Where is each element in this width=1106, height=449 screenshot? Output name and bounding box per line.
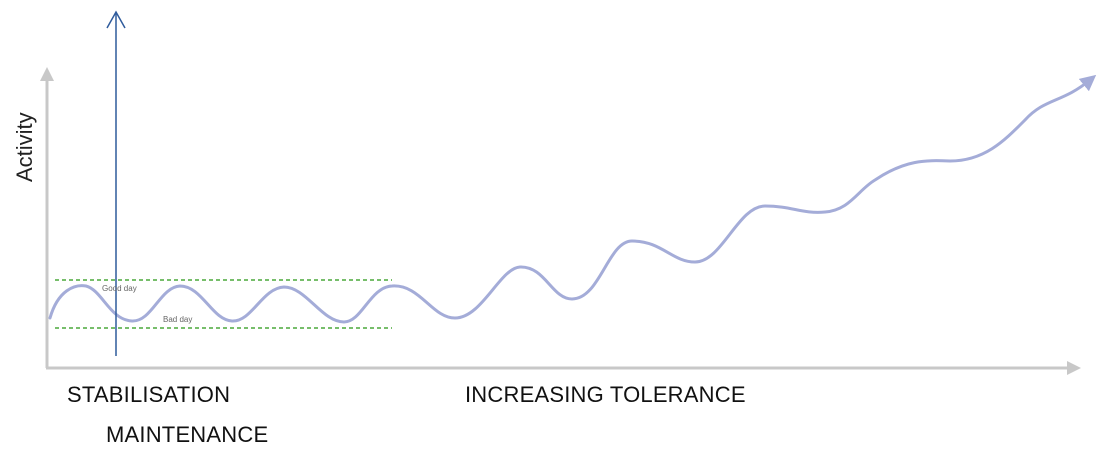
- activity-curve: [48, 74, 1097, 324]
- good-day-label: Good day: [102, 284, 137, 293]
- phase-label-increasing-tolerance: INCREASING TOLERANCE: [465, 382, 746, 407]
- y-axis-label: Activity: [12, 112, 37, 182]
- phase-marker-arrowhead: [106, 10, 126, 29]
- bad-day-label: Bad day: [163, 315, 193, 324]
- phase-label-maintenance: MAINTENANCE: [106, 422, 269, 447]
- phase-label-stabilisation: STABILISATION: [67, 382, 231, 407]
